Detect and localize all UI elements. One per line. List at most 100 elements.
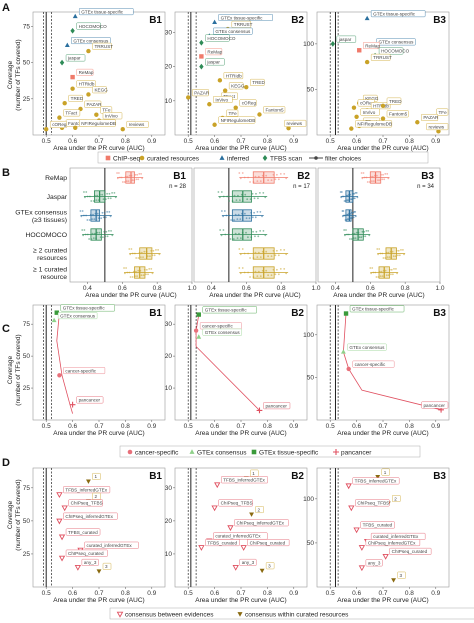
box-point <box>256 275 259 277</box>
box-point <box>390 273 392 276</box>
point-jaspar <box>59 59 65 66</box>
box-3 <box>81 228 114 241</box>
plot-title: B3 <box>433 471 446 482</box>
point-label: cancer-specific <box>202 324 233 329</box>
box-point <box>103 211 106 214</box>
point-label: ChIPseq_curated <box>250 540 286 545</box>
point-label-box <box>360 108 380 116</box>
box-point <box>262 230 265 232</box>
point-label: ChIPseq_curated <box>68 551 104 556</box>
point-label-box <box>205 48 223 56</box>
point-label-box <box>79 8 134 16</box>
legend-label: pancancer <box>341 449 372 456</box>
x-tick-label: 0.8 <box>263 138 272 145</box>
box-point <box>398 254 401 257</box>
y-tick-label: 75 <box>23 485 31 492</box>
point-gtex-tissue-specific <box>212 19 218 25</box>
box-point <box>245 217 248 220</box>
box-point <box>102 198 105 201</box>
box-point <box>254 251 257 254</box>
point-label-box <box>355 120 393 128</box>
box-point <box>257 251 260 254</box>
point-label-box <box>65 528 101 536</box>
y-tick-label: 50 <box>307 540 315 547</box>
box-point <box>275 268 278 271</box>
box-point <box>150 268 153 270</box>
point-label-box <box>370 53 391 61</box>
box-point <box>108 192 111 195</box>
plot-title: B3 <box>433 15 446 26</box>
box-0 <box>360 171 390 184</box>
box-point <box>279 268 282 270</box>
box-point <box>270 274 273 277</box>
x-tick-label: 0.4 <box>331 285 340 292</box>
box-point <box>387 177 390 180</box>
point-label-box <box>347 343 387 351</box>
box-point <box>238 172 241 174</box>
point-label: KEGG <box>94 87 108 92</box>
point-label: HTRIdb <box>226 73 242 78</box>
point-remap <box>70 74 75 80</box>
legend-item-tfbs-scan: TFBS scan <box>262 155 303 162</box>
box-0 <box>116 171 144 184</box>
box-point <box>244 193 247 196</box>
point-gtex-tissue-specific <box>72 13 78 19</box>
point-label-box <box>386 97 402 105</box>
point-label-box <box>202 328 242 336</box>
box-point <box>382 173 384 176</box>
box-point <box>234 232 237 235</box>
box-point <box>139 256 142 258</box>
box-point <box>128 248 131 250</box>
plot-title: B2 <box>291 308 304 319</box>
point-coreg <box>233 105 238 110</box>
point-label-box <box>397 571 406 579</box>
point-1 <box>375 475 381 480</box>
point-label: Fantom5 <box>265 108 284 113</box>
point-chipseq-curated <box>58 555 66 562</box>
box-point <box>264 234 267 237</box>
box-point <box>377 179 379 182</box>
point-label: cOReg <box>52 122 67 127</box>
y-axis-label-line1: Coverage <box>7 61 14 90</box>
box-point <box>402 249 404 251</box>
box-point <box>106 211 109 213</box>
box-point <box>364 235 367 238</box>
point-cancer-specific <box>193 328 199 333</box>
point-label: TRED <box>71 96 84 101</box>
box-point <box>239 253 242 256</box>
box-point <box>93 232 96 235</box>
box-2 <box>220 209 264 222</box>
point-any-3 <box>232 564 239 571</box>
point-1 <box>86 479 91 484</box>
legend-marker <box>127 449 133 455</box>
point-label-box <box>231 20 252 28</box>
box-point <box>88 219 91 221</box>
point-label-box <box>81 558 99 566</box>
box-point <box>106 192 109 195</box>
box-2 <box>341 209 357 222</box>
point-coreg <box>44 127 49 132</box>
box-point <box>277 273 280 276</box>
point-tfbs-inferredgtex <box>56 492 63 499</box>
x-tick-label: 0.5 <box>42 590 51 597</box>
point-label-box <box>218 14 273 21</box>
point-label-box <box>92 473 101 480</box>
box-point <box>377 253 379 256</box>
point-label: TFBS_curated <box>68 530 98 535</box>
box-point <box>90 200 93 202</box>
x-tick-label: 0.7 <box>94 423 103 430</box>
point-label: jaspar <box>206 60 220 65</box>
point-gtex-tissue-specific <box>54 310 59 315</box>
box-3 <box>343 228 371 241</box>
point-label-box <box>426 123 449 131</box>
x-tick-label: 0.8 <box>263 423 272 430</box>
point-label: ReMap <box>365 43 380 48</box>
point-label: TRED <box>252 80 265 85</box>
point-pazar <box>415 120 420 125</box>
point-label-box <box>386 110 409 118</box>
box-point <box>241 267 244 269</box>
point-chipseq-inferredgtex <box>227 525 234 532</box>
box-point <box>400 249 402 251</box>
point-3 <box>391 578 396 583</box>
box-point <box>116 177 119 180</box>
